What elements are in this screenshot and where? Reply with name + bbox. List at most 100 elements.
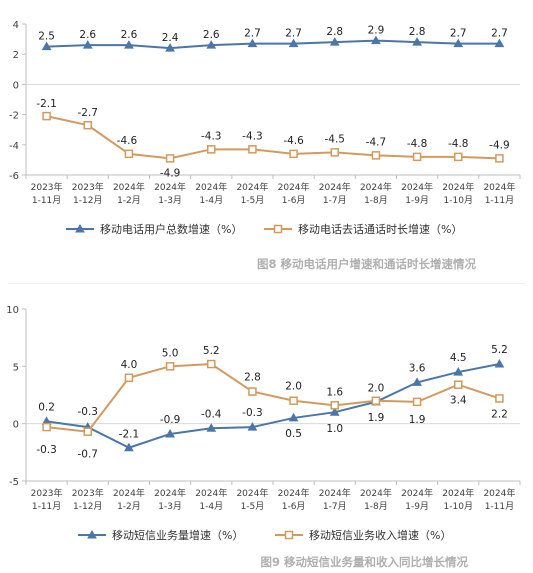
data-point xyxy=(494,359,505,368)
data-point xyxy=(41,41,52,51)
series-line xyxy=(46,363,500,433)
data-point xyxy=(453,367,464,376)
chart-caption: 图9 移动短信业务量和收入同比增长情况 xyxy=(260,555,468,569)
x-tick-label-month: 1-3月 xyxy=(158,195,182,206)
data-label: 2.7 xyxy=(244,28,261,40)
x-tick-label-year: 2024年 xyxy=(113,487,145,499)
legend-marker xyxy=(273,224,283,234)
y-tick-label: -5 xyxy=(9,477,19,488)
y-tick-label: -2 xyxy=(9,111,19,122)
data-point xyxy=(329,37,340,46)
data-point xyxy=(83,120,92,130)
legend-item: 移动电话用户总数增速（%） xyxy=(66,222,242,236)
x-tick-label-month: 1-5月 xyxy=(241,501,265,512)
legend-label: 移动电话用户总数增速（%） xyxy=(100,222,242,236)
data-point xyxy=(247,422,258,431)
legend-marker xyxy=(87,529,97,539)
y-tick-label: 4 xyxy=(13,20,19,31)
data-point xyxy=(412,152,422,162)
x-tick-label-year: 2023年 xyxy=(31,487,63,499)
data-label: 4.5 xyxy=(450,352,467,364)
data-label: -4.9 xyxy=(160,167,181,179)
y-tick-label: 0 xyxy=(13,80,19,91)
y-tick-label: 0 xyxy=(13,420,19,431)
data-label: 2.7 xyxy=(450,28,467,40)
series-line xyxy=(46,39,500,50)
data-label: 2.0 xyxy=(368,383,385,395)
x-tick-label-year: 2024年 xyxy=(319,181,351,193)
x-tick-label-year: 2024年 xyxy=(442,487,474,499)
data-label: -2.1 xyxy=(36,98,57,110)
data-point xyxy=(247,38,258,48)
data-label: 2.2 xyxy=(491,408,508,420)
x-tick-label-month: 1-3月 xyxy=(158,501,182,512)
x-tick-label-month: 1-8月 xyxy=(364,501,388,512)
data-point xyxy=(82,40,93,49)
data-point xyxy=(288,38,299,48)
data-label: 5.0 xyxy=(162,347,179,359)
data-label: 2.6 xyxy=(121,29,138,41)
series-line xyxy=(46,363,500,449)
chart-caption: 图8 移动电话用户增速和通话时长增速情况 xyxy=(257,257,477,271)
x-tick-label-month: 1-9月 xyxy=(405,501,429,512)
x-tick-label-year: 2024年 xyxy=(236,181,268,193)
x-tick-label-year: 2024年 xyxy=(113,181,145,193)
x-tick-label-year: 2024年 xyxy=(278,487,310,499)
data-label: -2.1 xyxy=(119,429,140,441)
x-tick-label-year: 2024年 xyxy=(360,181,392,193)
x-tick-label-year: 2023年 xyxy=(72,181,104,193)
chart-mobile-users: 4 2 0 -2 -4 -6 2023年 1-11月 2023年 1-12月 2024年 1-2月 20… xyxy=(9,20,521,271)
data-point xyxy=(494,38,505,48)
data-point xyxy=(495,394,504,403)
data-point xyxy=(495,154,504,163)
data-label: 5.2 xyxy=(491,344,508,356)
data-point xyxy=(165,428,175,438)
data-point xyxy=(207,145,216,154)
data-label: 2.4 xyxy=(162,32,179,44)
x-tick-label-month: 1-10月 xyxy=(444,195,473,206)
data-label: -4.3 xyxy=(201,130,222,142)
series-1 xyxy=(42,111,504,163)
chart-panel-mobile-users: 4 2 0 -2 -4 -6 2023年 1-11月 2023年 1-12月 2024年 1-2月 20… xyxy=(0,0,533,278)
x-tick-label-month: 1-11月 xyxy=(32,501,61,512)
x-tick-label-year: 2024年 xyxy=(401,487,433,499)
data-label: -0.3 xyxy=(36,444,57,456)
data-label: 2.7 xyxy=(491,28,508,40)
y-tick-label: 10 xyxy=(6,305,19,316)
series-1 xyxy=(42,359,504,436)
data-label: -2.7 xyxy=(78,107,99,119)
series-0 xyxy=(41,35,505,52)
data-label: 5.2 xyxy=(203,345,220,357)
legend-item: 移动短信业务收入增速（%） xyxy=(275,528,451,542)
data-point xyxy=(207,359,216,369)
data-label: -4.5 xyxy=(325,133,346,145)
series-line xyxy=(46,115,500,160)
data-label: -0.7 xyxy=(78,449,99,461)
x-tick-label-year: 2024年 xyxy=(401,181,433,193)
data-label: 2.7 xyxy=(285,28,302,40)
y-tick-label: 5 xyxy=(13,362,19,373)
x-tick-label-month: 1-10月 xyxy=(444,501,473,512)
y-tick-label: 2 xyxy=(13,50,19,61)
data-point xyxy=(412,377,422,386)
x-tick-label-month: 1-4月 xyxy=(199,501,223,512)
x-tick-label-year: 2024年 xyxy=(195,181,227,193)
data-point xyxy=(165,154,175,163)
data-label: -4.6 xyxy=(283,135,304,147)
legend-label: 移动电话去话通话时长增速（%） xyxy=(298,222,462,236)
data-label: -4.8 xyxy=(448,138,469,150)
data-point xyxy=(371,396,381,405)
x-tick-label-month: 1-6月 xyxy=(282,195,306,206)
y-tick-label: -6 xyxy=(9,171,19,182)
x-tick-label-month: 1-5月 xyxy=(241,195,265,206)
legend-item: 移动电话去话通话时长增速（%） xyxy=(264,222,462,236)
data-point xyxy=(289,396,298,405)
legend-item: 移动短信业务量增速（%） xyxy=(78,528,243,542)
x-tick-label-month: 1-12月 xyxy=(73,501,102,512)
x-tick-label-year: 2024年 xyxy=(236,487,268,499)
data-label: 3.4 xyxy=(450,395,467,407)
data-point xyxy=(206,423,217,432)
x-tick-label-month: 1-7月 xyxy=(323,195,347,206)
x-tick-label-year: 2024年 xyxy=(278,181,310,193)
data-point xyxy=(83,427,92,436)
